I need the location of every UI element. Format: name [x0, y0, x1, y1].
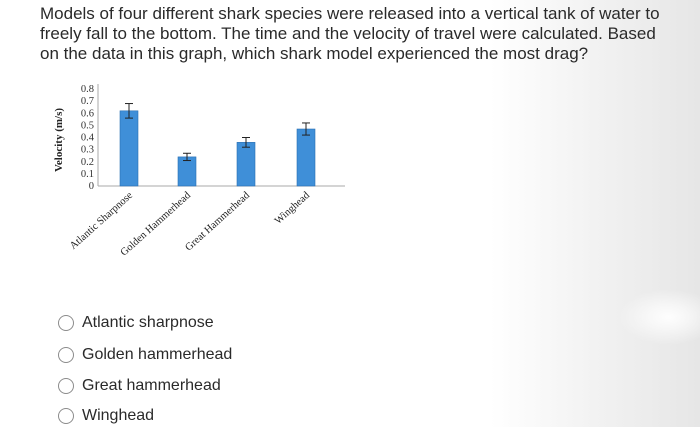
y-tick-label: 0.8: [81, 84, 94, 95]
bar-atlantic-sharpnose: [119, 110, 139, 187]
question-line-3: on the data in this graph, which shark m…: [40, 44, 589, 63]
question-text: Models of four different shark species w…: [40, 4, 680, 64]
radio-icon[interactable]: [58, 378, 74, 394]
y-tick-label: 0.3: [81, 145, 94, 156]
option-atlantic-sharpnose[interactable]: Atlantic sharpnose: [58, 312, 214, 334]
y-tick-label: 0.2: [81, 157, 94, 168]
y-tick-label: 0.6: [81, 108, 94, 119]
radio-icon[interactable]: [58, 408, 74, 424]
bar-golden-hammerhead: [177, 156, 197, 187]
velocity-bar-chart: Velocity (m/s) 0.80.70.60.5 0.40.30.20.10…: [53, 84, 345, 259]
x-tick-label: Atlantic Sharpnose: [68, 190, 135, 252]
y-tick-label: 0.4: [81, 133, 95, 144]
y-axis-label: Velocity (m/s): [53, 108, 65, 172]
radio-icon[interactable]: [58, 347, 74, 363]
option-label: Great hammerhead: [82, 377, 221, 394]
option-great-hammerhead[interactable]: Great hammerhead: [58, 375, 221, 397]
option-winghead[interactable]: Winghead: [58, 405, 154, 427]
error-bar: [125, 103, 133, 119]
y-tick-label: 0: [89, 181, 94, 192]
x-tick-label: Winghead: [273, 190, 313, 227]
question-line-2: freely fall to the bottom. The time and …: [40, 24, 656, 43]
option-label: Winghead: [82, 407, 155, 424]
light-glare: [610, 290, 700, 350]
option-label: Atlantic sharpnose: [82, 314, 214, 331]
error-bar: [242, 137, 250, 148]
x-tick-label: Great Hammerhead: [183, 190, 252, 254]
y-tick-label: 0.5: [81, 120, 94, 131]
y-tick-label: 0.7: [81, 96, 94, 107]
error-bar: [183, 152, 191, 162]
question-line-1: Models of four different shark species w…: [40, 4, 660, 23]
bar-winghead: [296, 128, 316, 187]
error-bar: [302, 122, 310, 136]
option-golden-hammerhead[interactable]: Golden hammerhead: [58, 344, 232, 366]
option-label: Golden hammerhead: [82, 346, 233, 363]
bar-great-hammerhead: [236, 142, 256, 187]
y-tick-label: 0.1: [81, 169, 94, 180]
radio-icon[interactable]: [58, 315, 74, 331]
